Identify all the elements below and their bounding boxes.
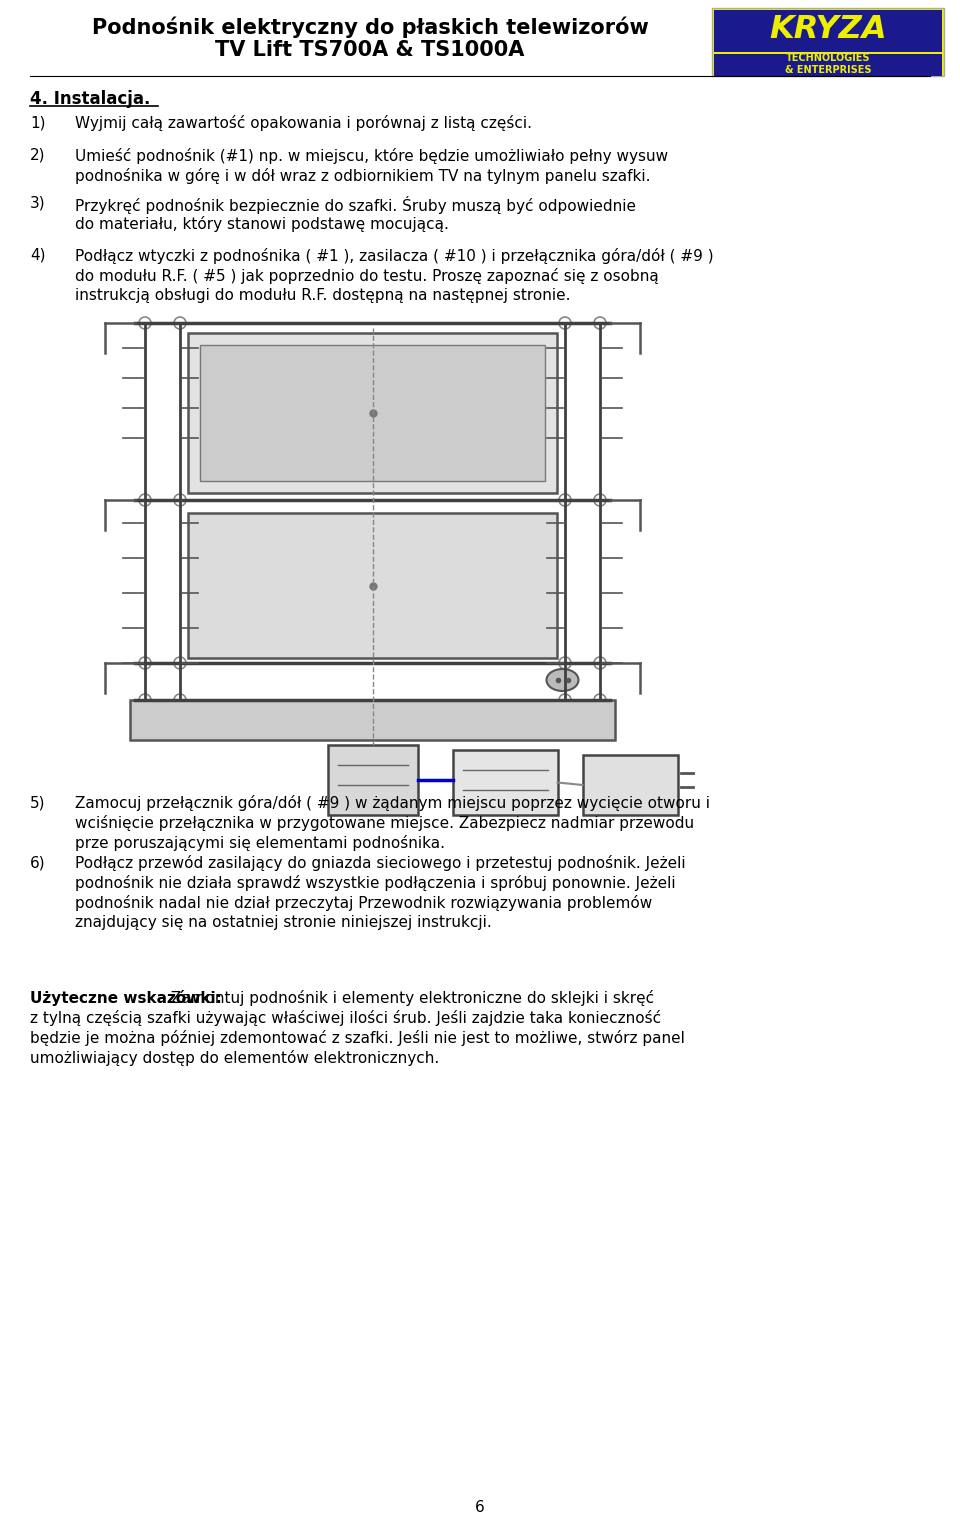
Text: 4. Instalacja.: 4. Instalacja. <box>30 90 151 107</box>
Text: 5): 5) <box>30 796 45 809</box>
FancyBboxPatch shape <box>712 8 944 77</box>
Text: będzie je można później zdemontować z szafki. Jeśli nie jest to możliwe, stwórz : będzie je można później zdemontować z sz… <box>30 1030 684 1046</box>
Text: 3): 3) <box>30 196 46 212</box>
Text: 4): 4) <box>30 248 45 264</box>
Text: znajdujący się na ostatniej stronie niniejszej instrukcji.: znajdujący się na ostatniej stronie nini… <box>75 915 492 931</box>
Text: Przykręć podnośnik bezpiecznie do szafki. Śruby muszą być odpowiednie: Przykręć podnośnik bezpiecznie do szafki… <box>75 196 636 215</box>
Text: umożliwiający dostęp do elementów elektronicznych.: umożliwiający dostęp do elementów elektr… <box>30 1050 440 1065</box>
Text: Zamocuj przełącznik góra/dół ( #9 ) w żądanym miejscu poprzez wycięcie otworu i: Zamocuj przełącznik góra/dół ( #9 ) w żą… <box>75 796 710 811</box>
Text: TV Lift TS700A & TS1000A: TV Lift TS700A & TS1000A <box>215 40 525 60</box>
Text: do materiału, który stanowi podstawę mocującą.: do materiału, który stanowi podstawę moc… <box>75 216 449 231</box>
Text: Umieść podnośnik (#1) np. w miejscu, które będzie umożliwiało pełny wysuw: Umieść podnośnik (#1) np. w miejscu, któ… <box>75 149 668 164</box>
Text: Podłącz przewód zasilający do gniazda sieciowego i przetestuj podnośnik. Jeżeli: Podłącz przewód zasilający do gniazda si… <box>75 855 685 871</box>
Text: 6: 6 <box>475 1499 485 1515</box>
Bar <box>452 750 558 816</box>
Ellipse shape <box>546 668 579 691</box>
Text: instrukcją obsługi do modułu R.F. dostępną na następnej stronie.: instrukcją obsługi do modułu R.F. dostęp… <box>75 288 570 304</box>
Text: 6): 6) <box>30 855 46 871</box>
FancyBboxPatch shape <box>714 11 942 52</box>
Bar <box>188 514 557 658</box>
Text: prze poruszającymi się elementami podnośnika.: prze poruszającymi się elementami podnoś… <box>75 835 445 851</box>
Text: Zamontuj podnośnik i elementy elektroniczne do sklejki i skręć: Zamontuj podnośnik i elementy elektronic… <box>166 990 654 1006</box>
Bar <box>327 745 418 816</box>
Text: podnośnika w górę i w dół wraz z odbiornikiem TV na tylnym panelu szafki.: podnośnika w górę i w dół wraz z odbiorn… <box>75 169 651 184</box>
Text: Użyteczne wskazówki:: Użyteczne wskazówki: <box>30 990 222 1006</box>
Bar <box>200 345 545 481</box>
Text: do modułu R.F. ( #5 ) jak poprzednio do testu. Proszę zapoznać się z osobną: do modułu R.F. ( #5 ) jak poprzednio do … <box>75 268 659 284</box>
Text: 2): 2) <box>30 149 45 162</box>
Bar <box>130 701 615 740</box>
Text: Podłącz wtyczki z podnośnika ( #1 ), zasilacza ( #10 ) i przełącznika góra/dół (: Podłącz wtyczki z podnośnika ( #1 ), zas… <box>75 248 713 264</box>
Text: wciśnięcie przełącznika w przygotowane miejsce. Zabezpiecz nadmiar przewodu: wciśnięcie przełącznika w przygotowane m… <box>75 816 694 831</box>
Text: Podnośnik elektryczny do płaskich telewizorów: Podnośnik elektryczny do płaskich telewi… <box>91 15 648 37</box>
Text: KRYZA: KRYZA <box>769 14 887 46</box>
Text: 1): 1) <box>30 115 45 130</box>
Bar <box>188 333 557 494</box>
FancyBboxPatch shape <box>714 54 942 77</box>
Text: TECHNOLOGIES
& ENTERPRISES: TECHNOLOGIES & ENTERPRISES <box>784 54 872 75</box>
Text: z tylną częścią szafki używając właściwej ilości śrub. Jeśli zajdzie taka koniec: z tylną częścią szafki używając właściwe… <box>30 1010 661 1026</box>
Text: Wyjmij całą zawartość opakowania i porównaj z listą części.: Wyjmij całą zawartość opakowania i porów… <box>75 115 532 130</box>
Text: podnośnik nadal nie dział przeczytaj Przewodnik rozwiązywania problemów: podnośnik nadal nie dział przeczytaj Prz… <box>75 895 652 911</box>
Text: podnośnik nie działa sprawdź wszystkie podłączenia i spróbuj ponownie. Jeżeli: podnośnik nie działa sprawdź wszystkie p… <box>75 875 676 891</box>
Bar <box>583 754 678 816</box>
